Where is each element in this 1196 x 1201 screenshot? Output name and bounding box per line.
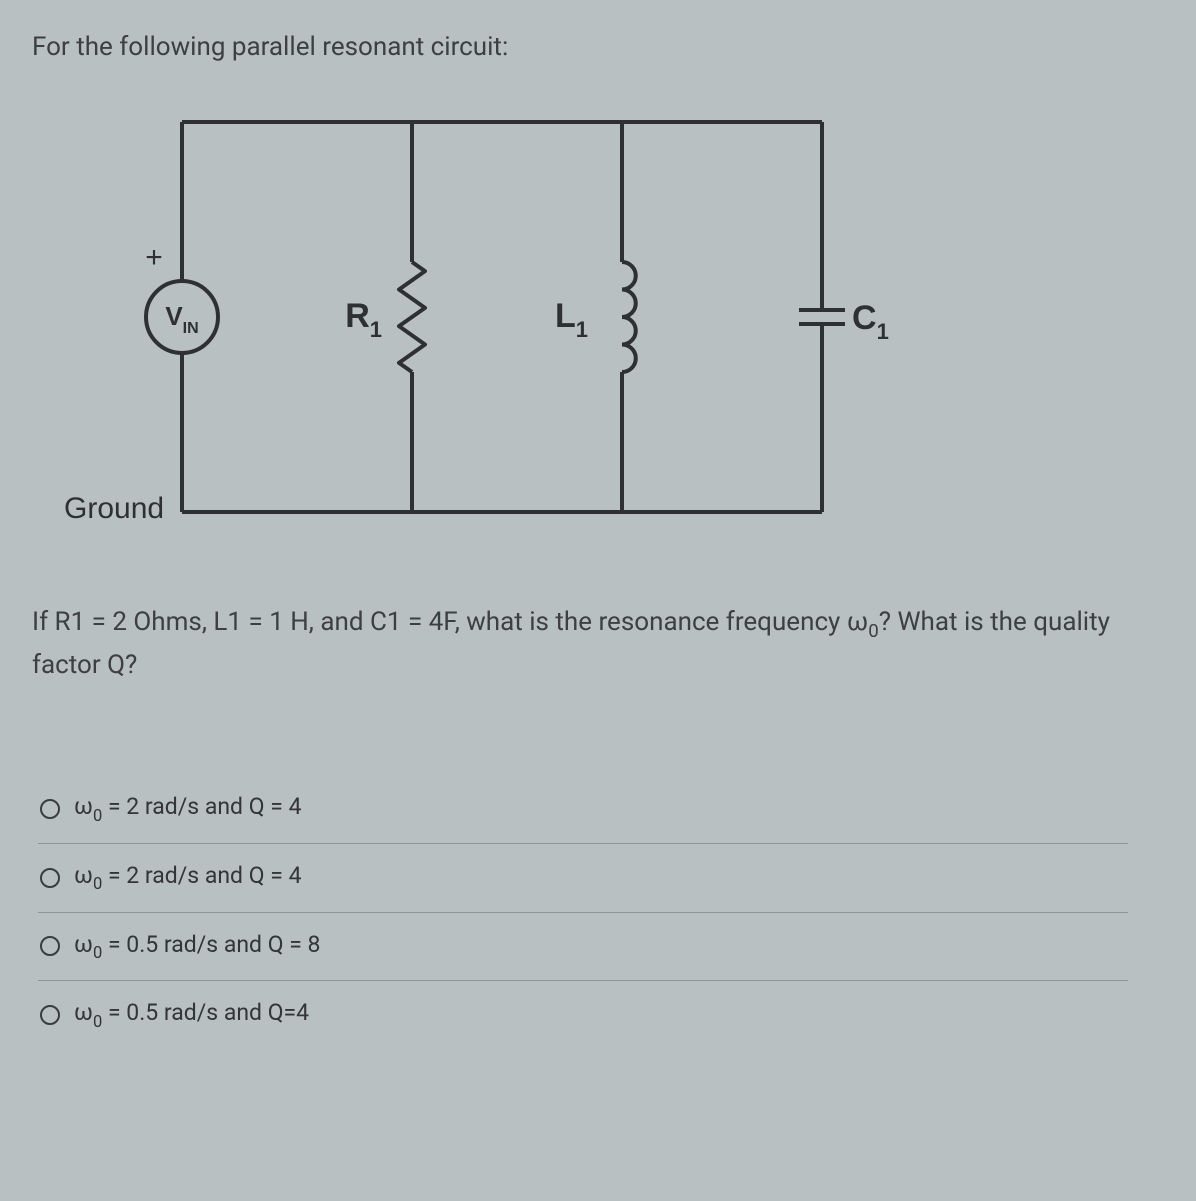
circuit-diagram: +VIN Ground R1 L1 C1 bbox=[62, 102, 912, 542]
question-omega: ω bbox=[847, 607, 868, 637]
omega-subscript: 0 bbox=[93, 1013, 102, 1032]
svg-text:+: + bbox=[145, 241, 163, 274]
omega-symbol: ω bbox=[74, 931, 93, 958]
radio-button[interactable] bbox=[40, 799, 60, 819]
omega-symbol: ω bbox=[74, 793, 93, 820]
prompt-text: For the following parallel resonant circ… bbox=[32, 32, 1164, 62]
option-2[interactable]: ω0 = 2 rad/s and Q = 4 bbox=[38, 844, 1128, 913]
option-1[interactable]: ω0 = 2 rad/s and Q = 4 bbox=[38, 775, 1128, 844]
option-label: ω0 = 0.5 rad/s and Q = 8 bbox=[74, 931, 321, 963]
radio-button[interactable] bbox=[40, 936, 60, 956]
svg-text:L1: L1 bbox=[555, 297, 588, 342]
radio-button[interactable] bbox=[40, 1005, 60, 1025]
option-rest: = 2 rad/s and Q = 4 bbox=[102, 793, 301, 820]
omega-subscript: 0 bbox=[93, 875, 102, 894]
radio-button[interactable] bbox=[40, 868, 60, 888]
option-3[interactable]: ω0 = 0.5 rad/s and Q = 8 bbox=[38, 913, 1128, 982]
omega-subscript: 0 bbox=[93, 944, 102, 963]
option-4[interactable]: ω0 = 0.5 rad/s and Q=4 bbox=[38, 981, 1128, 1049]
option-label: ω0 = 0.5 rad/s and Q=4 bbox=[74, 999, 309, 1031]
svg-text:Ground: Ground bbox=[64, 492, 164, 525]
option-label: ω0 = 2 rad/s and Q = 4 bbox=[74, 793, 302, 825]
option-rest: = 0.5 rad/s and Q=4 bbox=[102, 999, 309, 1026]
question-pre: If R1 = 2 Ohms, L1 = 1 H, and C1 = 4F, w… bbox=[32, 607, 847, 637]
svg-text:VIN: VIN bbox=[165, 301, 198, 337]
option-rest: = 0.5 rad/s and Q = 8 bbox=[102, 931, 320, 958]
option-rest: = 2 rad/s and Q = 4 bbox=[102, 862, 301, 889]
question-sub: 0 bbox=[868, 620, 879, 642]
svg-text:C1: C1 bbox=[852, 299, 889, 344]
omega-symbol: ω bbox=[74, 862, 93, 889]
omega-symbol: ω bbox=[74, 999, 93, 1026]
options-group: ω0 = 2 rad/s and Q = 4ω0 = 2 rad/s and Q… bbox=[38, 775, 1128, 1048]
option-label: ω0 = 2 rad/s and Q = 4 bbox=[74, 862, 302, 894]
omega-subscript: 0 bbox=[93, 807, 102, 826]
svg-text:R1: R1 bbox=[345, 297, 382, 342]
question-text: If R1 = 2 Ohms, L1 = 1 H, and C1 = 4F, w… bbox=[32, 602, 1164, 685]
